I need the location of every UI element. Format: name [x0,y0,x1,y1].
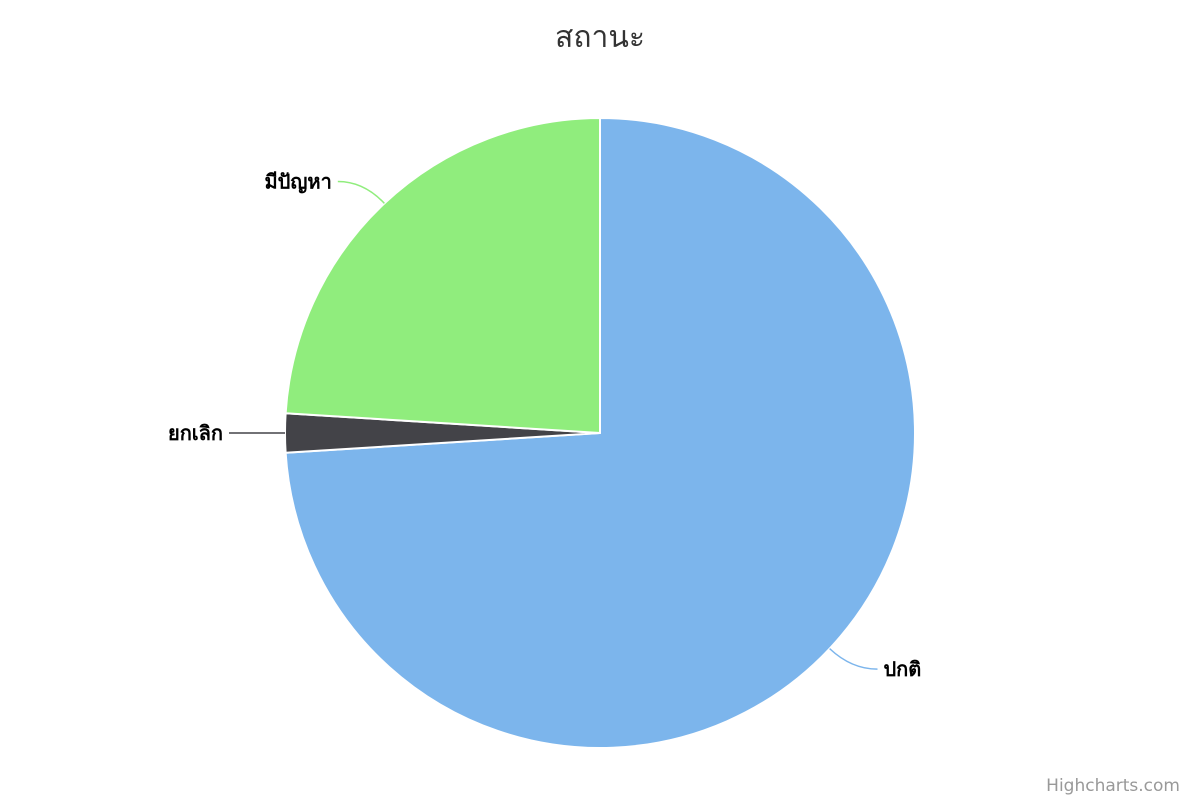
chart-title: สถานะ [555,20,645,55]
pie-slices [284,117,916,749]
label-connector-1 [829,648,878,670]
pie-slice-3[interactable] [284,117,601,434]
data-label-3: มีปัญหา [264,170,331,194]
data-labels: ปกติ ยกเลิก มีปัญหา [168,170,921,682]
label-connectors [229,180,878,670]
data-label-2: ยกเลิก [168,421,223,445]
label-connector-3 [337,180,385,204]
data-label-1: ปกติ [883,657,921,681]
credits-link[interactable]: Highcharts.com [1046,776,1180,796]
